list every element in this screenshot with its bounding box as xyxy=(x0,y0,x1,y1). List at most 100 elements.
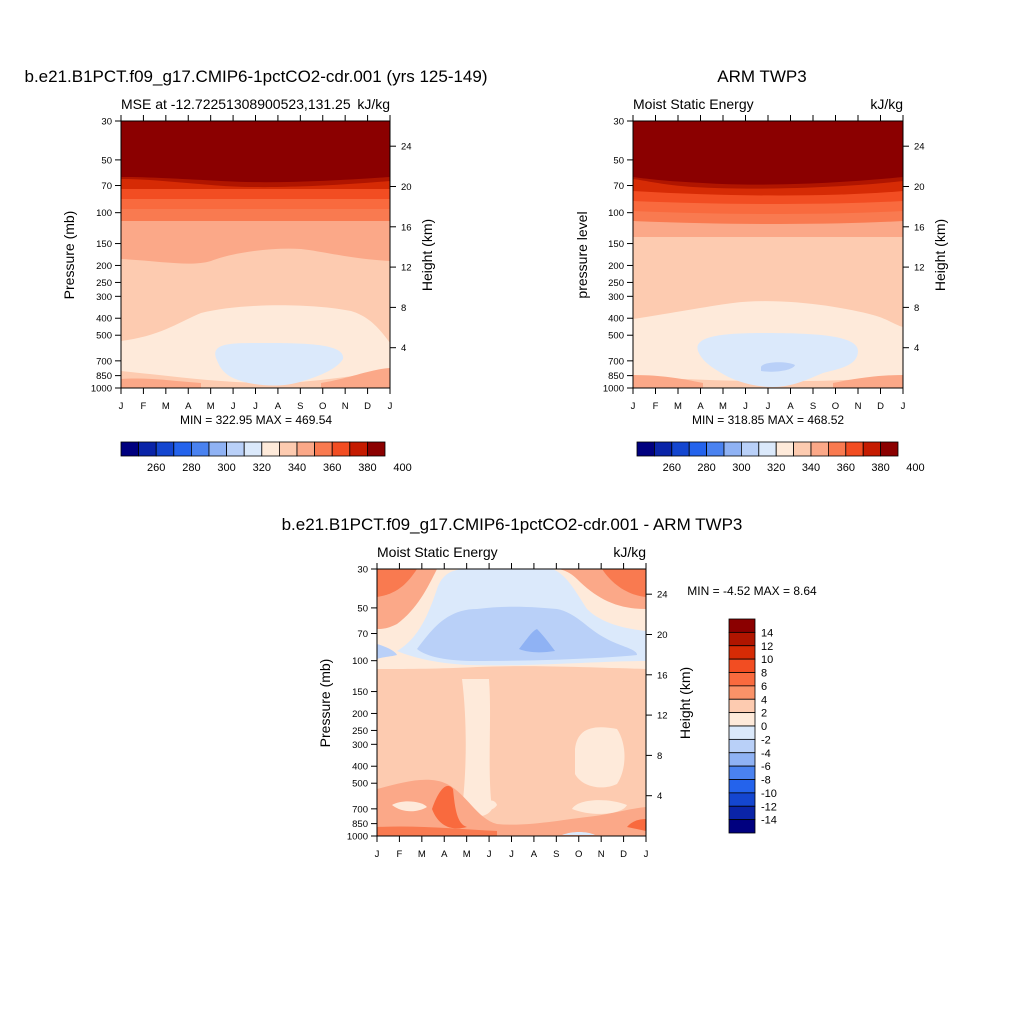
panel1-colorbar-swatch xyxy=(243,441,263,457)
panel2-colorbar-swatch xyxy=(654,441,673,457)
panel2-colorbar-label: 380 xyxy=(871,462,889,474)
panel2-ylabel-right: Height (km) xyxy=(932,219,948,291)
panel2-colorbar-label: 320 xyxy=(767,462,785,474)
panel2-colorbar-label: 360 xyxy=(837,462,855,474)
panel1-xtick-label: J xyxy=(388,401,393,412)
panel3-ytick-label: 200 xyxy=(352,709,368,720)
panel3-height-tick-label: 20 xyxy=(657,630,668,641)
panel2-ytick-label: 400 xyxy=(608,314,624,325)
panel3-xtick-label: D xyxy=(620,849,627,860)
panel1-ytick-label: 300 xyxy=(96,292,112,303)
panel2-ytick-label: 1000 xyxy=(603,384,624,395)
panel2-colorbar-swatch xyxy=(828,441,847,457)
panel1-ytick-label: 30 xyxy=(101,117,112,128)
panel2-xtick-label: J xyxy=(901,401,906,412)
panel1-ytick-label: 700 xyxy=(96,356,112,367)
panel2-colorbar-swatch xyxy=(741,441,760,457)
panel3-colorbar-label: -2 xyxy=(761,734,771,746)
panel2-xtick-label: O xyxy=(832,401,839,412)
panel1-ytick-label: 50 xyxy=(101,155,112,166)
panel1-height-tick-label: 8 xyxy=(401,303,406,314)
panel2-height-tick-label: 8 xyxy=(914,303,919,314)
panel1-colorbar-label: 320 xyxy=(253,462,271,474)
panel1-axes: 30 50 70 100 150 200 250 300 400 500 700 850 1000 4 8 1… xyxy=(91,115,412,412)
panel3-colorbar-label: 14 xyxy=(761,627,773,639)
panel2-xtick-label: J xyxy=(766,401,771,412)
panel3-colorbar-label: -4 xyxy=(761,748,771,760)
panel1-xtick-label: M xyxy=(207,401,215,412)
panel2-colorbar-swatch xyxy=(810,441,829,457)
panel3-xtick-label: F xyxy=(397,849,403,860)
panel3-xtick-label: J xyxy=(509,849,514,860)
panel3-colorbar-label: 0 xyxy=(761,721,767,733)
panel2-title: ARM TWP3 xyxy=(717,67,806,86)
panel3-ytick-label: 1000 xyxy=(347,832,368,843)
panel1-ytick-label: 500 xyxy=(96,331,112,342)
panel2-colorbar-swatch xyxy=(688,441,708,457)
panel2-ytick-label: 50 xyxy=(613,155,624,166)
panel1-colorbar-label: 280 xyxy=(182,462,200,474)
panel1-stats: MIN = 322.95 MAX = 469.54 xyxy=(180,413,332,427)
panel3-height-tick-label: 12 xyxy=(657,711,668,722)
panel1-colorbar-swatch xyxy=(366,441,386,457)
panel2-xtick-label: A xyxy=(697,401,704,412)
panel1-title: b.e21.B1PCT.f09_g17.CMIP6-1pctCO2-cdr.00… xyxy=(24,67,487,86)
panel1-colorbar-label: 380 xyxy=(358,462,376,474)
panel2-ytick-label: 200 xyxy=(608,261,624,272)
panel3-ylabel-right: Height (km) xyxy=(677,667,693,739)
panel3-ytick-label: 500 xyxy=(352,779,368,790)
panel3-colorbar-swatch xyxy=(728,819,756,834)
panel1-height-tick-label: 12 xyxy=(401,263,412,274)
panel3-ytick-label: 250 xyxy=(352,726,368,737)
panel3-colorbar-label: -6 xyxy=(761,761,771,773)
panel3-ytick-label: 850 xyxy=(352,819,368,830)
panel3-colorbar-swatch xyxy=(728,792,756,807)
panel1-xtick-label: D xyxy=(364,401,371,412)
panel2-colorbar-label: 400 xyxy=(906,462,924,474)
panel2-colorbar-swatch xyxy=(775,441,795,457)
panel1-xtick-label: S xyxy=(297,401,303,412)
panel1-colorbar-swatch xyxy=(226,441,245,457)
panel3-colorbar-label: -12 xyxy=(761,801,777,813)
panel1-ytick-label: 70 xyxy=(101,181,112,192)
panel1-ylabel-right: Height (km) xyxy=(419,219,435,291)
panel2-height-tick-label: 24 xyxy=(914,142,925,153)
panel3-ytick-label: 100 xyxy=(352,656,368,667)
panel1-ytick-label: 850 xyxy=(96,371,112,382)
panel1-colorbar-swatch xyxy=(208,441,228,457)
panel2-colorbar-swatch xyxy=(758,441,777,457)
panel3-xtick-label: A xyxy=(441,849,448,860)
panel2-colorbar: 260 280 300 320 340 360 380 400 xyxy=(636,441,925,474)
panel1-xtick-label: A xyxy=(185,401,192,412)
panel3-colorbar-label: -10 xyxy=(761,788,777,800)
panel1-ylabel: Pressure (mb) xyxy=(61,211,77,300)
panel1-contour-plot xyxy=(121,121,390,388)
panel2-colorbar-label: 260 xyxy=(663,462,681,474)
panel2-xtick-label: A xyxy=(787,401,794,412)
panel1-ytick-label: 1000 xyxy=(91,384,112,395)
panel1-ytick-label: 400 xyxy=(96,314,112,325)
panel3-colorbar-swatch xyxy=(728,738,756,754)
panel2-units-label: kJ/kg xyxy=(870,96,903,112)
panel3-height-tick-label: 24 xyxy=(657,590,668,601)
panel3-xtick-label: M xyxy=(463,849,471,860)
panel2-xtick-label: N xyxy=(855,401,862,412)
panel1-colorbar-label: 300 xyxy=(217,462,235,474)
panel1-colorbar-label: 340 xyxy=(288,462,306,474)
panel2-ytick-label: 700 xyxy=(608,356,624,367)
panel3-ylabel: Pressure (mb) xyxy=(317,659,333,748)
panel1-xtick-label: J xyxy=(253,401,258,412)
panel3-height-tick-label: 4 xyxy=(657,791,662,802)
panel2-contour-plot xyxy=(633,121,903,388)
panel2-colorbar-swatch xyxy=(671,441,690,457)
panel2-xtick-label: J xyxy=(631,401,636,412)
panel3-colorbar-swatch xyxy=(728,752,756,767)
panel1-colorbar-swatch xyxy=(314,441,333,457)
panel3-colorbar-swatch xyxy=(728,805,756,821)
panel1-colorbar-label: 400 xyxy=(393,462,411,474)
panel3-colorbar-label: 6 xyxy=(761,681,767,693)
panel3-ytick-label: 150 xyxy=(352,687,368,698)
panel1-colorbar-label: 360 xyxy=(323,462,341,474)
panel1-xtick-label: M xyxy=(162,401,170,412)
panel3-colorbar-swatch xyxy=(728,698,756,714)
